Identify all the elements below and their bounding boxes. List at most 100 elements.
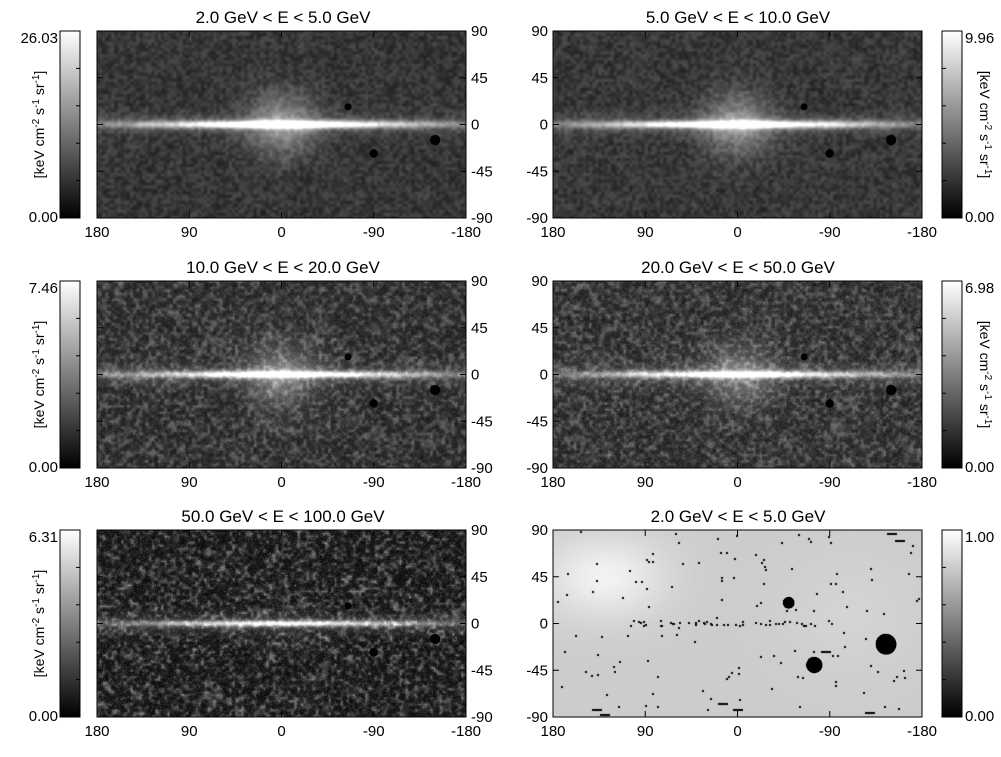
panel-6: 2.0 GeV < E < 5.0 GeV 180 90 0 -90 -180 90 45 0 -…: [526, 507, 994, 740]
colorbar-min-label: 0.00: [29, 459, 58, 476]
colorbar-min-label: 0.00: [965, 708, 994, 725]
panel-4: 20.0 GeV < E < 50.0 GeV 180 90 0 -90 -180 90 45…: [526, 258, 994, 491]
y-tick-label: -90: [526, 210, 548, 227]
y-tick-label: -45: [526, 413, 548, 430]
y-tick-label: 0: [471, 117, 479, 134]
x-tick-label: 90: [181, 474, 198, 491]
colorbar-gradient: [59, 280, 81, 469]
colorbar-gradient: [941, 280, 963, 469]
x-tick-label: -90: [363, 474, 385, 491]
x-tick-label: 90: [181, 723, 198, 740]
colorbar: 6.31 0.00 [keV cm-2 s-1 sr-1]: [29, 529, 81, 725]
panel-title: 10.0 GeV < E < 20.0 GeV: [186, 258, 380, 277]
panel-2: 5.0 GeV < E < 10.0 GeV 180 90 0 -90 -180 90 45 0…: [526, 8, 994, 241]
colorbar-unit-label: [keV cm-2 s-1 sr-1]: [977, 321, 994, 429]
colorbar-max-label: 1.00: [965, 529, 994, 546]
x-tick-label: -90: [819, 723, 841, 740]
x-tick-label: -180: [907, 474, 937, 491]
colorbar-gradient: [59, 30, 81, 219]
colorbar: 26.03 0.00 [keV cm-2 s-1 sr-1]: [20, 30, 81, 226]
masked-source: [430, 634, 441, 645]
y-tick-label: -90: [471, 709, 493, 726]
masked-source: [875, 633, 897, 655]
masked-source: [344, 103, 352, 111]
x-tick-label: 180: [540, 723, 565, 740]
x-tick-label: 0: [733, 224, 741, 241]
y-tick-label: -90: [526, 709, 548, 726]
y-tick-label: 0: [540, 117, 548, 134]
y-tick-label: -45: [471, 413, 493, 430]
panel-title: 20.0 GeV < E < 50.0 GeV: [641, 258, 835, 277]
colorbar-unit-label: [keV cm-2 s-1 sr-1]: [31, 321, 48, 429]
colorbar-max-label: 7.46: [29, 280, 58, 297]
y-tick-label: 0: [471, 367, 479, 384]
masked-source: [825, 399, 834, 408]
colorbar: 6.98 0.00 [keV cm-2 s-1 sr-1]: [941, 280, 994, 476]
y-tick-label: 45: [531, 70, 548, 87]
y-tick-label: 90: [471, 522, 488, 539]
y-tick-label: 0: [471, 616, 479, 633]
y-tick-label: -45: [471, 163, 493, 180]
y-tick-label: 0: [540, 616, 548, 633]
sky-map: [553, 530, 922, 717]
y-tick-label: 45: [471, 569, 488, 586]
x-tick-label: 90: [637, 224, 654, 241]
x-tick-label: 180: [84, 723, 109, 740]
x-tick-label: 0: [277, 224, 285, 241]
y-tick-label: -90: [471, 460, 493, 477]
colorbar-unit-label: [keV cm-2 s-1 sr-1]: [977, 71, 994, 179]
y-tick-label: 45: [531, 320, 548, 337]
y-tick-label: 90: [531, 23, 548, 40]
colorbar-max-label: 6.31: [29, 529, 58, 546]
sky-map: [553, 31, 922, 218]
colorbar-max-label: 6.98: [965, 280, 994, 297]
masked-source: [369, 648, 378, 657]
colorbar: 9.96 0.00 [keV cm-2 s-1 sr-1]: [941, 30, 994, 226]
colorbar-gradient: [941, 529, 963, 718]
x-tick-label: -90: [819, 474, 841, 491]
x-tick-label: 180: [84, 224, 109, 241]
masked-source: [800, 103, 808, 111]
y-tick-label: 90: [471, 273, 488, 290]
masked-source: [886, 135, 897, 146]
panel-title: 2.0 GeV < E < 5.0 GeV: [651, 507, 826, 526]
colorbar-min-label: 0.00: [965, 459, 994, 476]
masked-source: [369, 149, 378, 158]
x-tick-label: -180: [451, 723, 481, 740]
colorbar: 7.46 0.00 [keV cm-2 s-1 sr-1]: [29, 280, 81, 476]
colorbar-gradient: [941, 30, 963, 219]
y-tick-label: 0: [540, 367, 548, 384]
colorbar-unit-label: [keV cm-2 s-1 sr-1]: [31, 71, 48, 179]
x-tick-label: -90: [363, 224, 385, 241]
x-tick-label: 90: [637, 474, 654, 491]
masked-source: [886, 385, 897, 396]
x-tick-label: -180: [907, 723, 937, 740]
colorbar-min-label: 0.00: [29, 209, 58, 226]
sky-map: [97, 31, 466, 218]
panel-title: 5.0 GeV < E < 10.0 GeV: [646, 8, 831, 27]
y-tick-label: 90: [531, 522, 548, 539]
x-tick-label: 0: [733, 474, 741, 491]
panel-5: 50.0 GeV < E < 100.0 GeV 180 90 0 -90 -180 90 4…: [29, 507, 493, 740]
y-tick-label: 90: [531, 273, 548, 290]
y-tick-label: -45: [471, 662, 493, 679]
x-tick-label: 0: [277, 723, 285, 740]
x-tick-label: -180: [907, 224, 937, 241]
colorbar-min-label: 0.00: [965, 209, 994, 226]
masked-source: [344, 602, 352, 610]
y-tick-label: -45: [526, 662, 548, 679]
masked-source: [344, 353, 352, 361]
panel-title: 50.0 GeV < E < 100.0 GeV: [181, 507, 385, 526]
x-tick-label: -90: [819, 224, 841, 241]
sky-map: [553, 281, 922, 468]
x-tick-label: 0: [733, 723, 741, 740]
masked-source: [783, 596, 795, 609]
y-tick-label: -90: [471, 210, 493, 227]
masked-source: [430, 385, 441, 396]
masked-source: [369, 399, 378, 408]
x-tick-label: 90: [637, 723, 654, 740]
sky-map: [97, 281, 466, 468]
masked-source: [800, 353, 808, 361]
